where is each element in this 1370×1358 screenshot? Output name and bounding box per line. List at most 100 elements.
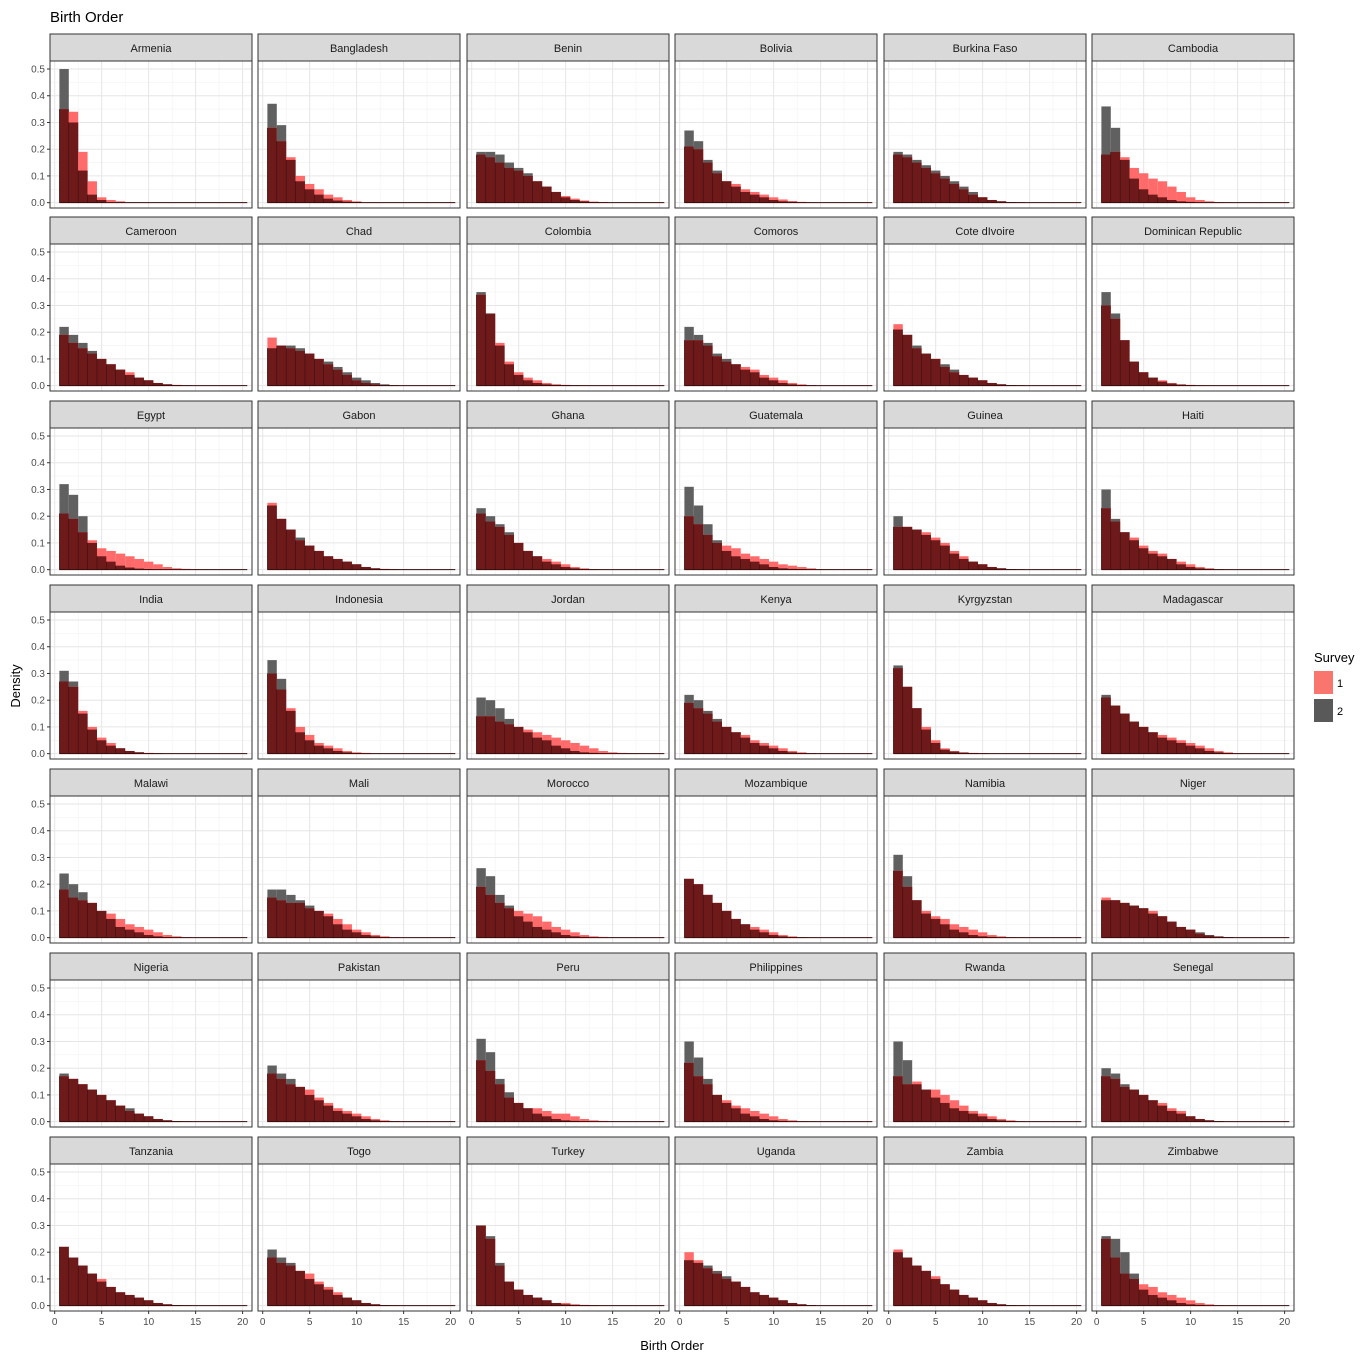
bar-overlap [740, 924, 751, 938]
bar-overlap [768, 566, 779, 570]
x-tick-label: 20 [445, 1317, 457, 1328]
bar-overlap [523, 1294, 533, 1306]
bar-overlap [1101, 154, 1111, 203]
y-tick-label: 0.0 [31, 933, 45, 944]
bar-overlap [134, 1113, 144, 1122]
bar-overlap [740, 558, 751, 570]
bar-overlap [921, 353, 931, 386]
bar-overlap [712, 721, 722, 754]
bar-overlap [1157, 1105, 1168, 1122]
facet-label: Colombia [545, 226, 592, 238]
bar-overlap [693, 1262, 704, 1306]
bar-overlap [1204, 750, 1215, 754]
x-tick-label: 10 [768, 1317, 780, 1328]
bar-overlap [370, 1120, 381, 1122]
legend-label: 2 [1337, 706, 1343, 718]
panel-border [1091, 60, 1295, 209]
bar-overlap [996, 568, 1007, 570]
facet-label: Kenya [760, 594, 792, 606]
bar-overlap [1176, 564, 1186, 570]
bar-overlap [740, 1286, 751, 1306]
bar-overlap [513, 1102, 524, 1122]
y-tick-label: 0.5 [31, 984, 45, 995]
bar-overlap [361, 934, 371, 938]
y-tick-label: 0.0 [31, 1301, 45, 1312]
bar-overlap [721, 1278, 732, 1306]
bar-overlap [115, 1292, 126, 1306]
bar-overlap [959, 1110, 969, 1122]
bar-overlap [1129, 721, 1139, 754]
bar-overlap [987, 566, 997, 570]
x-tick-label: 0 [469, 1317, 475, 1328]
facet-panel: Zambia 0 5 10 15 20 [883, 1136, 1087, 1328]
bar-overlap [96, 199, 107, 203]
facet-panel: Cameroon 0.0 0.1 0.2 0.3 0.4 0.5 [31, 216, 253, 392]
bar-overlap [693, 884, 704, 938]
bar-overlap [314, 745, 324, 754]
bar-overlap [1148, 1100, 1158, 1122]
bar-overlap [560, 566, 571, 570]
facet-panel: Chad [257, 216, 461, 392]
bar-overlap [495, 162, 505, 203]
bar-overlap [959, 752, 969, 754]
bar-overlap [68, 1257, 79, 1306]
bar-overlap [778, 936, 788, 938]
bar-overlap [485, 1238, 496, 1306]
bar-overlap [267, 127, 277, 203]
facet-strip [466, 216, 670, 245]
bar-overlap [59, 681, 69, 754]
bar-overlap [1110, 521, 1121, 570]
bar-overlap [68, 686, 79, 754]
bar-survey-1 [143, 561, 154, 570]
bar-overlap [153, 1302, 163, 1306]
bar-overlap [78, 1265, 88, 1306]
x-tick-label: 10 [1185, 1317, 1197, 1328]
bar-survey-1 [153, 564, 163, 570]
bar-survey-1 [787, 565, 798, 570]
bar-overlap [1176, 1113, 1186, 1122]
x-tick-label: 0 [1094, 1317, 1100, 1328]
bar-overlap [750, 742, 760, 754]
bar-overlap [968, 1297, 978, 1306]
bar-overlap [485, 157, 496, 203]
x-tick-label: 15 [815, 1317, 827, 1328]
bar-survey-1 [153, 932, 163, 938]
bar-overlap [759, 564, 769, 570]
bar-overlap [87, 902, 97, 938]
bar-overlap [485, 313, 496, 386]
bar-overlap [912, 708, 922, 754]
facet-label: Chad [346, 226, 372, 238]
bar-survey-1 [106, 199, 116, 203]
bar-overlap [959, 932, 969, 938]
bar-overlap [532, 1297, 543, 1306]
facet-label: Cameroon [125, 226, 176, 238]
bar-overlap [286, 902, 296, 938]
bar-overlap [579, 201, 590, 203]
bar-survey-1 [162, 934, 173, 938]
bar-survey-1 [797, 384, 807, 386]
bar-overlap [504, 364, 514, 386]
facet-label: Haiti [1182, 410, 1204, 422]
bar-overlap [542, 561, 552, 570]
bar-survey-1 [759, 1113, 769, 1122]
bar-survey-1 [1185, 197, 1196, 203]
bar-overlap [495, 1084, 505, 1122]
bar-overlap [513, 916, 524, 938]
bar-overlap [1101, 900, 1111, 938]
facet-label: Cambodia [1168, 43, 1219, 55]
bar-overlap [912, 900, 922, 938]
bar-overlap [902, 686, 913, 754]
panel-border [466, 427, 670, 576]
bar-overlap [314, 194, 324, 203]
bar-overlap [768, 199, 779, 203]
y-tick-label: 0.1 [31, 538, 45, 549]
bar-overlap [551, 1118, 561, 1122]
y-tick-label: 0.0 [31, 1117, 45, 1128]
y-tick-label: 0.0 [31, 749, 45, 760]
facet-label: Burkina Faso [953, 43, 1018, 55]
bar-overlap [977, 936, 988, 938]
panel-border [49, 427, 253, 576]
y-tick-label: 0.2 [31, 328, 45, 339]
bar-survey-1 [1138, 173, 1149, 203]
bar-overlap [1157, 1297, 1168, 1306]
